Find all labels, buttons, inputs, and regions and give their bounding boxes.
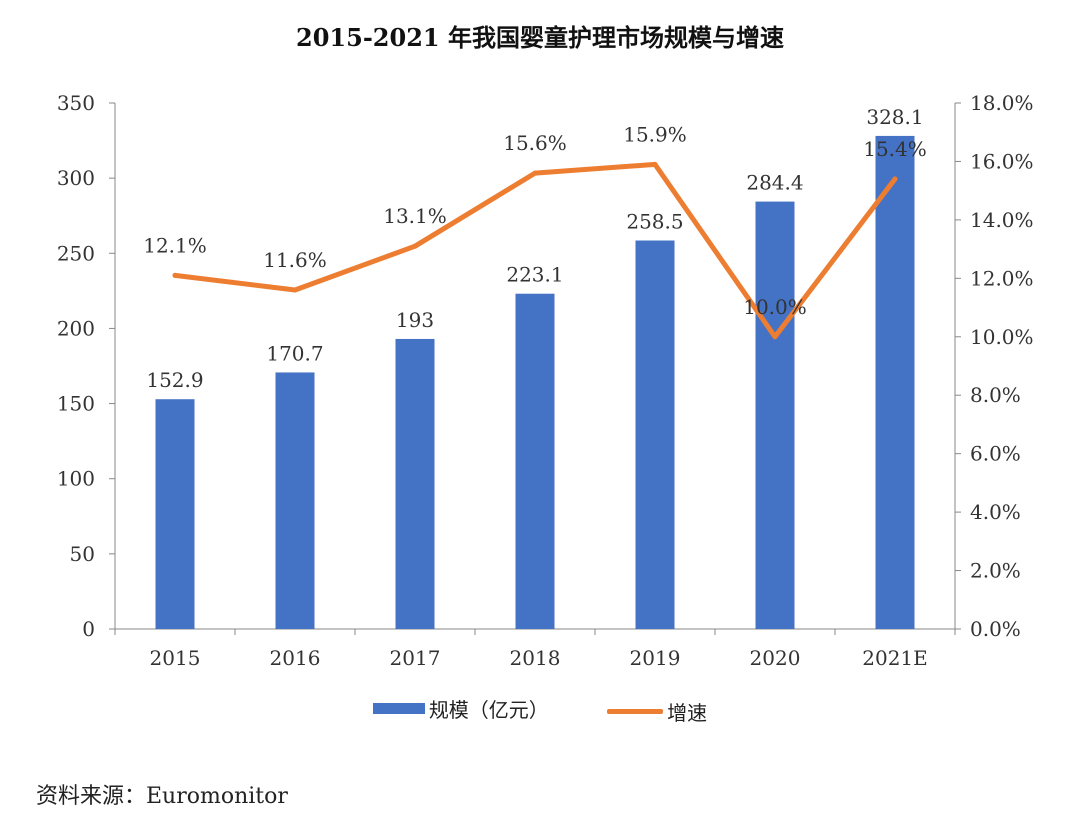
bar-data-label: 328.1 <box>866 105 923 129</box>
bar-data-label: 193 <box>396 308 434 332</box>
legend-label-bar: 规模（亿元） <box>428 698 549 722</box>
line-point <box>172 272 178 278</box>
legend-swatch-bar <box>372 703 425 714</box>
bar-data-label: 223.1 <box>506 263 563 287</box>
y-right-tick-label: 14.0% <box>970 208 1034 232</box>
bar-data-label: 170.7 <box>266 341 323 365</box>
x-tick-label: 2019 <box>630 646 681 670</box>
legend: 规模（亿元） 增速 <box>0 694 1080 726</box>
bar <box>515 293 555 629</box>
bar <box>755 201 795 629</box>
y-left-tick-label: 0 <box>82 617 95 641</box>
y-left-tick-label: 200 <box>57 316 95 340</box>
line-point <box>532 170 538 176</box>
y-left-tick-label: 50 <box>70 542 95 566</box>
y-left-tick-label: 300 <box>57 166 95 190</box>
line-data-label: 11.6% <box>263 248 327 272</box>
line-point <box>412 243 418 249</box>
bar <box>275 372 315 629</box>
y-right-tick-label: 16.0% <box>970 149 1034 173</box>
bar <box>635 240 675 630</box>
x-tick-label: 2015 <box>150 646 201 670</box>
bar <box>875 135 915 629</box>
y-left-tick-label: 150 <box>57 392 95 416</box>
legend-item-line: 增速 <box>607 697 707 726</box>
chart-title: 2015-2021 年我国婴童护理市场规模与增速 <box>296 23 784 52</box>
y-left-tick-label: 100 <box>57 467 95 491</box>
legend-item-bar: 规模（亿元） <box>372 694 549 723</box>
bar-data-label: 152.9 <box>146 368 203 392</box>
line-data-label: 12.1% <box>143 233 207 257</box>
x-tick-label: 2018 <box>510 646 561 670</box>
bar-data-label: 284.4 <box>746 171 803 195</box>
y-right-tick-label: 10.0% <box>970 325 1034 349</box>
line-point <box>892 176 898 182</box>
line-data-label: 15.4% <box>863 137 927 161</box>
legend-label-line: 增速 <box>667 701 708 725</box>
y-left-tick-label: 250 <box>57 241 95 265</box>
y-right-tick-label: 6.0% <box>970 442 1021 466</box>
y-right-tick-label: 18.0% <box>970 91 1034 115</box>
line-point <box>292 287 298 293</box>
line-data-label: 15.9% <box>623 122 687 146</box>
x-tick-label: 2016 <box>270 646 321 670</box>
y-left-tick-label: 350 <box>57 91 95 115</box>
line-data-label: 13.1% <box>383 204 447 228</box>
y-right-tick-label: 12.0% <box>970 266 1034 290</box>
line-data-label: 15.6% <box>503 131 567 155</box>
line-point <box>652 161 658 167</box>
line-data-label: 10.0% <box>743 295 807 319</box>
x-tick-label: 2017 <box>390 646 441 670</box>
y-right-tick-label: 4.0% <box>970 500 1021 524</box>
line-point <box>772 334 778 340</box>
x-tick-label: 2020 <box>750 646 801 670</box>
y-right-tick-label: 2.0% <box>970 559 1021 583</box>
bar <box>155 399 195 629</box>
y-right-tick-label: 8.0% <box>970 383 1021 407</box>
legend-swatch-line <box>607 709 664 714</box>
source-note: 资料来源：Euromonitor <box>36 784 288 809</box>
bar-data-label: 258.5 <box>626 210 683 234</box>
x-tick-label: 2021E <box>862 646 928 670</box>
bar <box>395 338 435 629</box>
y-right-tick-label: 0.0% <box>970 617 1021 641</box>
